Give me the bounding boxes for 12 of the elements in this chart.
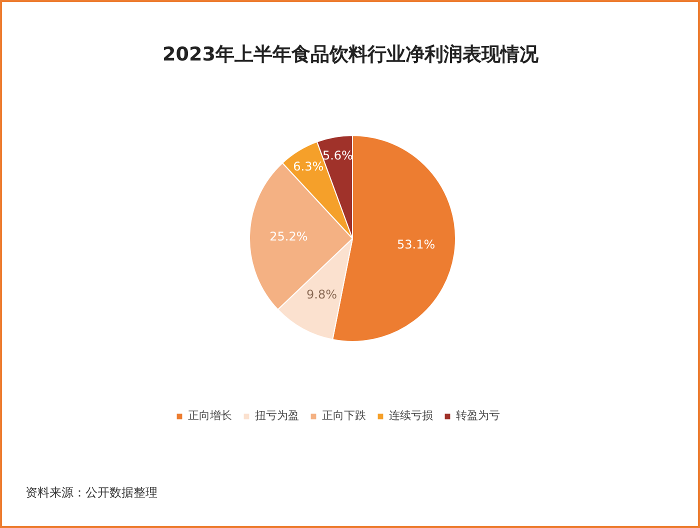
legend-label: 正向增长 [188,408,232,423]
data-label: 5.6% [322,148,353,162]
data-label: 25.2% [270,229,308,244]
data-label: 9.8% [306,287,337,302]
data-label: 6.3% [293,159,324,174]
legend-label: 连续亏损 [389,408,433,423]
legend-label: 正向下跌 [322,408,366,423]
text: 资料来源：公开数据整理 [26,486,158,500]
legend-label: 转盈为亏 [456,408,500,423]
data-label: 53.1% [396,238,436,252]
legend-label: 扭亏为盈 [255,408,299,423]
chart-title: 2023年上半年食品饮料行业净利润表现情况 [162,44,540,66]
